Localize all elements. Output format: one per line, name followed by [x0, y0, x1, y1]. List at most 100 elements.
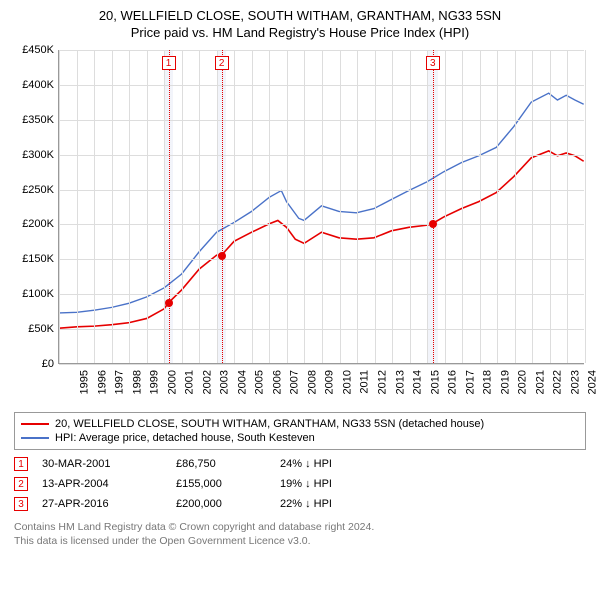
gridline-vertical — [585, 50, 586, 363]
transactions-list: 1 30-MAR-2001 £86,750 24% ↓ HPI 2 13-APR-2004… — [14, 454, 586, 514]
y-axis-tick-label: £200K — [10, 218, 54, 230]
y-axis-tick-label: £250K — [10, 184, 54, 196]
gridline-vertical — [59, 50, 60, 363]
footer-attribution: Contains HM Land Registry data © Crown c… — [14, 520, 586, 548]
gridline-vertical — [269, 50, 270, 363]
x-axis-tick-label: 2013 — [394, 370, 406, 394]
y-axis-tick-label: £300K — [10, 149, 54, 161]
transaction-marker-box: 2 — [14, 477, 28, 491]
x-axis-tick-label: 1996 — [96, 370, 108, 394]
footer-line1: Contains HM Land Registry data © Crown c… — [14, 520, 586, 534]
marker-number-box: 1 — [162, 56, 176, 70]
x-axis-tick-label: 1995 — [78, 370, 90, 394]
x-axis-tick-label: 2002 — [201, 370, 213, 394]
gridline-vertical — [304, 50, 305, 363]
x-axis-tick-label: 2000 — [166, 370, 178, 394]
y-axis-tick-label: £100K — [10, 288, 54, 300]
transaction-marker-box: 1 — [14, 457, 28, 471]
x-axis-tick-label: 2004 — [236, 370, 248, 394]
transaction-row: 3 27-APR-2016 £200,000 22% ↓ HPI — [14, 494, 586, 514]
gridline-vertical — [445, 50, 446, 363]
x-axis-tick-label: 2015 — [429, 370, 441, 394]
legend-row: HPI: Average price, detached house, Sout… — [21, 431, 579, 445]
legend-swatch — [21, 437, 49, 439]
x-axis-tick-label: 2022 — [552, 370, 564, 394]
gridline-vertical — [112, 50, 113, 363]
x-axis-tick-label: 2019 — [499, 370, 511, 394]
x-axis-tick-label: 2023 — [569, 370, 581, 394]
transaction-row: 1 30-MAR-2001 £86,750 24% ↓ HPI — [14, 454, 586, 474]
transaction-price: £200,000 — [176, 498, 266, 510]
gridline-vertical — [567, 50, 568, 363]
marker-line — [222, 50, 223, 363]
transaction-price: £86,750 — [176, 458, 266, 470]
transaction-delta: 19% ↓ HPI — [280, 478, 390, 490]
transaction-row: 2 13-APR-2004 £155,000 19% ↓ HPI — [14, 474, 586, 494]
gridline-vertical — [182, 50, 183, 363]
x-axis-tick-label: 1997 — [114, 370, 126, 394]
x-axis-tick-label: 2006 — [271, 370, 283, 394]
y-axis-tick-label: £350K — [10, 114, 54, 126]
x-axis-tick-label: 2005 — [254, 370, 266, 394]
transaction-price: £155,000 — [176, 478, 266, 490]
transaction-date: 13-APR-2004 — [42, 478, 162, 490]
transaction-date: 27-APR-2016 — [42, 498, 162, 510]
gridline-vertical — [322, 50, 323, 363]
legend-row: 20, WELLFIELD CLOSE, SOUTH WITHAM, GRANT… — [21, 417, 579, 431]
plot-area: 1 2 3 — [58, 50, 584, 364]
marker-dot — [218, 252, 226, 260]
x-axis-tick-label: 1998 — [131, 370, 143, 394]
gridline-vertical — [164, 50, 165, 363]
title-block: 20, WELLFIELD CLOSE, SOUTH WITHAM, GRANT… — [0, 0, 600, 44]
marker-dot — [165, 299, 173, 307]
gridline-vertical — [252, 50, 253, 363]
y-axis-tick-label: £50K — [10, 323, 54, 335]
legend-box: 20, WELLFIELD CLOSE, SOUTH WITHAM, GRANT… — [14, 412, 586, 450]
marker-number-box: 2 — [215, 56, 229, 70]
x-axis-tick-label: 2024 — [587, 370, 599, 394]
chart-area: 123 £0£50K£100K£150K£200K£250K£300K£350K… — [10, 44, 590, 404]
gridline-vertical — [532, 50, 533, 363]
x-axis-tick-label: 2009 — [324, 370, 336, 394]
gridline-vertical — [392, 50, 393, 363]
gridline-vertical — [217, 50, 218, 363]
gridline-vertical — [287, 50, 288, 363]
x-axis-tick-label: 2003 — [219, 370, 231, 394]
gridline-vertical — [234, 50, 235, 363]
gridline-vertical — [147, 50, 148, 363]
x-axis-tick-label: 2010 — [341, 370, 353, 394]
legend-label: 20, WELLFIELD CLOSE, SOUTH WITHAM, GRANT… — [55, 418, 484, 430]
transaction-delta: 22% ↓ HPI — [280, 498, 390, 510]
legend-label: HPI: Average price, detached house, Sout… — [55, 432, 315, 444]
x-axis-tick-label: 2007 — [289, 370, 301, 394]
x-axis-tick-label: 1999 — [149, 370, 161, 394]
chart-container: 20, WELLFIELD CLOSE, SOUTH WITHAM, GRANT… — [0, 0, 600, 548]
footer-line2: This data is licensed under the Open Gov… — [14, 534, 586, 548]
legend-swatch — [21, 423, 49, 425]
x-axis-tick-label: 2021 — [534, 370, 546, 394]
title-address: 20, WELLFIELD CLOSE, SOUTH WITHAM, GRANT… — [10, 8, 590, 23]
gridline-vertical — [77, 50, 78, 363]
y-axis-tick-label: £400K — [10, 79, 54, 91]
gridline-vertical — [480, 50, 481, 363]
gridline-vertical — [94, 50, 95, 363]
gridline-vertical — [462, 50, 463, 363]
gridline-vertical — [550, 50, 551, 363]
gridline-vertical — [129, 50, 130, 363]
x-axis-tick-label: 2018 — [482, 370, 494, 394]
marker-dot — [429, 220, 437, 228]
marker-line — [169, 50, 170, 363]
x-axis-tick-label: 2014 — [412, 370, 424, 394]
transaction-date: 30-MAR-2001 — [42, 458, 162, 470]
marker-number-box: 3 — [426, 56, 440, 70]
gridline-vertical — [515, 50, 516, 363]
x-axis-tick-label: 2020 — [517, 370, 529, 394]
y-axis-tick-label: £450K — [10, 44, 54, 56]
gridline-horizontal — [59, 364, 584, 365]
transaction-marker-box: 3 — [14, 497, 28, 511]
transaction-delta: 24% ↓ HPI — [280, 458, 390, 470]
title-subtitle: Price paid vs. HM Land Registry's House … — [10, 25, 590, 40]
x-axis-tick-label: 2001 — [184, 370, 196, 394]
gridline-vertical — [340, 50, 341, 363]
y-axis-tick-label: £0 — [10, 358, 54, 370]
